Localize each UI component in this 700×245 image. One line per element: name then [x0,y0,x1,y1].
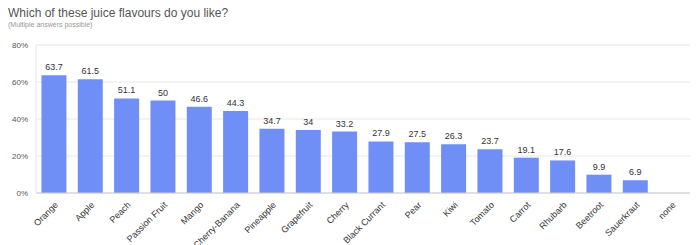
svg-text:60%: 60% [12,78,28,87]
svg-text:27.5: 27.5 [409,129,427,139]
svg-text:Tomato: Tomato [468,200,496,228]
svg-text:46.6: 46.6 [191,94,209,104]
svg-text:Kiwi: Kiwi [441,200,460,219]
svg-text:Beetroot: Beetroot [574,200,605,231]
svg-text:40%: 40% [12,115,28,124]
svg-text:Apple: Apple [73,200,96,223]
svg-text:61.5: 61.5 [82,66,100,76]
svg-text:Cherry: Cherry [325,200,352,227]
svg-text:44.3: 44.3 [227,98,245,108]
svg-text:26.3: 26.3 [445,131,463,141]
svg-text:Carrot: Carrot [508,200,533,225]
svg-text:Sauerkraut: Sauerkraut [603,200,642,239]
svg-text:Cherry-Banana: Cherry-Banana [192,200,242,245]
svg-text:Pineapple: Pineapple [243,200,278,235]
svg-text:34.7: 34.7 [263,116,281,126]
svg-text:Grapefruit: Grapefruit [279,200,315,236]
svg-text:17.6: 17.6 [554,147,572,157]
svg-text:33.2: 33.2 [336,119,354,129]
svg-text:Pear: Pear [403,200,424,221]
svg-text:0%: 0% [16,189,28,198]
svg-text:6.9: 6.9 [629,167,642,177]
svg-text:Passion Fruit: Passion Fruit [125,200,170,245]
svg-text:9.9: 9.9 [593,162,606,172]
svg-text:none: none [657,200,678,221]
svg-text:Black Currant: Black Currant [341,200,387,245]
svg-text:Peach: Peach [108,200,133,225]
svg-text:Mango: Mango [179,200,206,227]
svg-text:20%: 20% [12,152,28,161]
svg-text:23.7: 23.7 [481,136,499,146]
svg-text:50: 50 [158,88,168,98]
svg-text:Rhubarb: Rhubarb [537,200,568,231]
svg-text:27.9: 27.9 [372,128,390,138]
svg-text:Orange: Orange [32,200,60,228]
svg-text:51.1: 51.1 [118,85,136,95]
svg-text:80%: 80% [12,41,28,50]
html-text:Which of these juice flavours: Which of these juice flavours do you lik… [8,6,229,20]
svg-text:63.7: 63.7 [45,62,63,72]
html-text:(Multiple answers possible): (Multiple answers possible) [8,21,93,28]
svg-text:34: 34 [303,117,313,127]
svg-text:19.1: 19.1 [518,145,536,155]
